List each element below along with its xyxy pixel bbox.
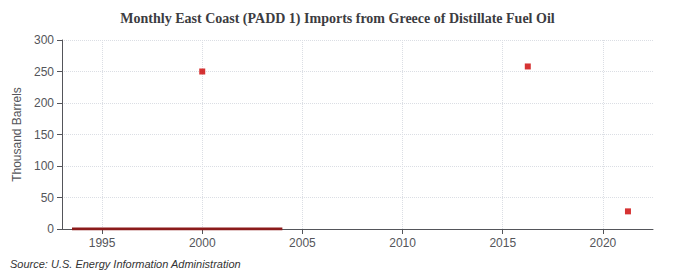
svg-text:2010: 2010 xyxy=(389,236,416,250)
svg-text:Monthly East Coast (PADD 1) Im: Monthly East Coast (PADD 1) Imports from… xyxy=(120,11,554,27)
svg-text:300: 300 xyxy=(34,33,54,47)
svg-text:Source: U.S. Energy Informatio: Source: U.S. Energy Information Administ… xyxy=(10,258,241,270)
svg-text:150: 150 xyxy=(34,128,54,142)
svg-text:100: 100 xyxy=(34,159,54,173)
svg-text:50: 50 xyxy=(41,191,55,205)
svg-text:Thousand Barrels: Thousand Barrels xyxy=(10,87,24,182)
svg-text:0: 0 xyxy=(47,222,54,236)
svg-text:250: 250 xyxy=(34,65,54,79)
svg-text:2005: 2005 xyxy=(289,236,316,250)
svg-text:2000: 2000 xyxy=(189,236,216,250)
svg-text:2020: 2020 xyxy=(590,236,617,250)
svg-text:200: 200 xyxy=(34,96,54,110)
svg-text:1995: 1995 xyxy=(89,236,116,250)
svg-text:2015: 2015 xyxy=(489,236,516,250)
